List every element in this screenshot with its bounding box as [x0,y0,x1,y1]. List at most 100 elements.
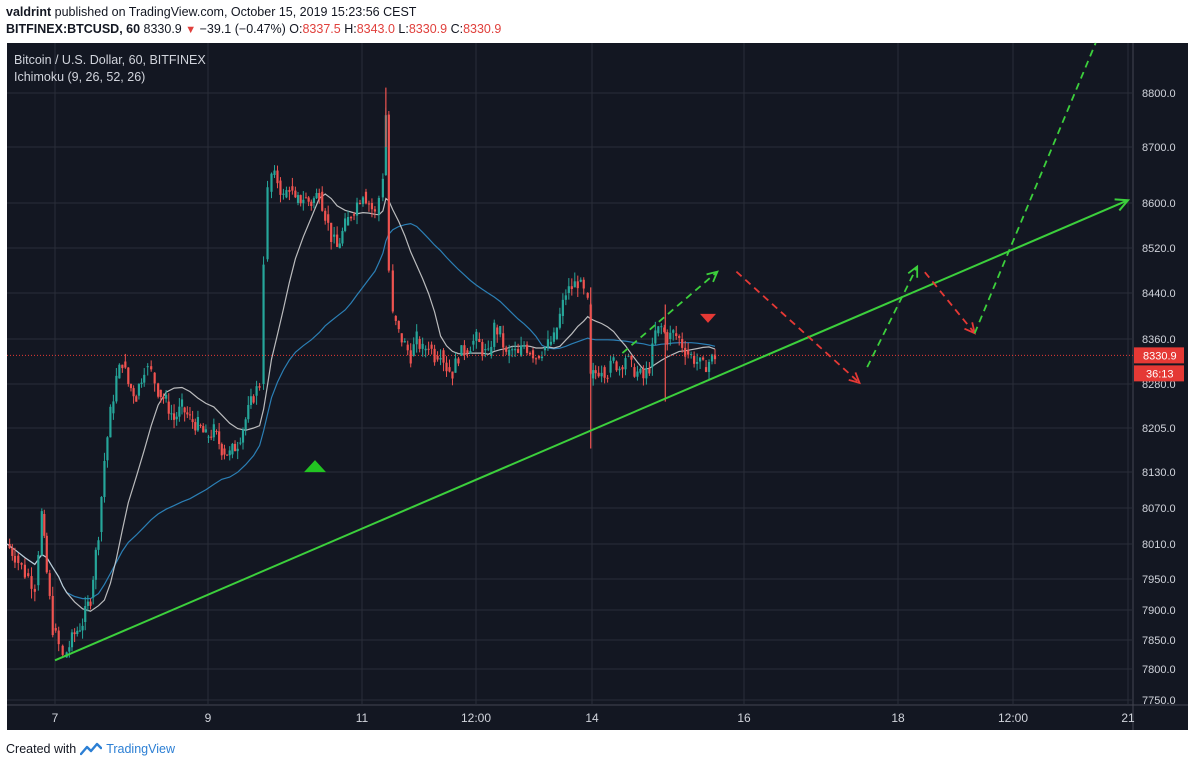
candle-body [112,401,115,414]
candle-body [642,368,645,379]
candle-body [603,367,606,378]
candle-body [511,349,514,351]
candle-body [228,450,231,456]
price-tick-label: 8440.0 [1142,288,1176,300]
countdown-tag [1134,365,1184,382]
grid-layer [7,43,1133,705]
candle-body [318,193,321,200]
candle-body [338,243,341,248]
candle-body [561,299,564,316]
open-label: O: [289,22,303,36]
candle-body [567,286,570,293]
triangle-down-icon: ▼ [185,24,197,36]
candle-body [307,197,310,202]
candle-body [684,347,687,357]
candle-body [61,645,64,655]
candle-body [346,217,350,226]
candle-body [30,576,33,589]
candle-body [92,579,95,598]
candle-body [555,327,558,339]
candle-layer [8,87,717,658]
candle-body [285,190,288,198]
candle-body [418,339,421,349]
candle-body [505,347,508,352]
candle-body [621,367,624,370]
time-tick-label: 16 [737,711,751,725]
time-tick-label: 12:00 [998,711,1028,725]
candle-body [86,601,89,607]
candle-body [188,414,192,416]
support-trendline [54,199,1129,662]
price-tick-label: 8070.0 [1142,503,1176,515]
price-tick-label: 8800.0 [1142,88,1176,100]
candle-body [204,429,207,433]
candle-body [475,331,478,341]
candle-body [663,327,666,333]
candle-body [690,353,693,355]
footer: Created with TradingView [6,742,175,756]
candle-body [454,358,457,373]
candle-body [106,437,109,461]
candle-body [558,313,561,328]
candle-body [210,436,213,438]
candle-body [27,573,30,577]
tradingview-brand[interactable]: TradingView [106,742,175,756]
candle-body [76,630,79,634]
time-tick-label: 7 [52,711,59,725]
candle-body [639,368,642,373]
candle-body [81,625,84,631]
candle-body [609,360,612,373]
candle-body [442,350,445,363]
candle-body [23,564,26,578]
candle-body [549,341,553,345]
candle-body [124,361,127,368]
candle-body [472,340,475,345]
time-tick-label: 21 [1121,711,1135,725]
candle-body [696,361,699,364]
candle-body [37,554,40,586]
candle-body [648,368,651,374]
high-label: H: [344,22,357,36]
candle-body [528,352,532,355]
candle-body [70,632,74,648]
price-tick-label: 8520.0 [1142,243,1176,255]
candle-body [225,454,229,456]
candle-body [109,406,112,438]
candle-body [373,209,377,212]
countdown-label: 36:13 [1146,368,1174,380]
candle-body [191,419,194,423]
candle-body [118,364,121,379]
candle-body [406,344,409,351]
candle-body [170,413,173,415]
candle-body [636,371,639,377]
open-value: 8337.5 [302,22,341,36]
candle-body [276,170,279,184]
candle-body [481,342,484,357]
publisher-name[interactable]: valdrint [6,5,52,19]
candle-body [310,201,313,207]
publish-info: valdrint published on TradingView.com, O… [6,5,416,19]
candle-body [537,355,541,359]
candle-body [654,330,657,344]
candle-body [223,448,226,455]
candle-body [487,348,490,350]
time-tick-label: 14 [585,711,599,725]
candle-body [186,412,189,415]
candle-body [502,333,505,348]
candle-body [657,326,660,334]
candle-body [675,333,678,337]
candle-body [381,178,384,198]
candle-body [266,187,269,260]
legend-title: Bitcoin / U.S. Dollar, 60, BITFINEX [14,53,206,67]
candle-body [11,548,14,556]
candle-body [678,336,681,338]
candle-body [233,443,237,452]
candle-body [78,630,82,632]
candle-body [183,407,186,413]
candle-body [178,406,181,417]
price-tick-label: 8010.0 [1142,539,1176,551]
candle-body [525,344,529,353]
candle-body [433,348,436,363]
candle-body [409,350,412,364]
